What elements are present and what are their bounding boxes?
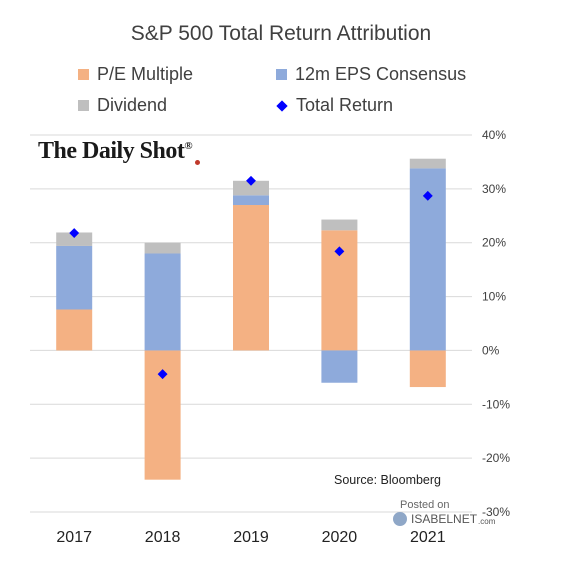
bar-p-e-multiple-2021 (409, 350, 446, 388)
bar-dividend-2019 (233, 180, 269, 196)
bar-dividend-2021 (409, 158, 446, 169)
bar-12m-eps-consensus-2017 (56, 245, 93, 310)
legend-item-total-return: Total Return (276, 95, 393, 116)
posted-on-label: Posted on (400, 499, 450, 511)
legend-item-dividend: Dividend (78, 95, 167, 116)
bar-12m-eps-consensus-2020 (321, 350, 358, 383)
daily-shot-logo: The Daily Shot® (38, 138, 193, 164)
y-tick-label: -10% (482, 397, 510, 411)
x-tick-label: 2020 (322, 529, 358, 546)
globe-icon (393, 512, 407, 526)
legend-label-total-return: Total Return (296, 95, 394, 115)
legend: P/E Multiple 12m EPS Consensus Dividend … (0, 60, 562, 124)
legend-swatch-eps (276, 69, 287, 80)
bar-p-e-multiple-2019 (233, 205, 269, 351)
legend-label-eps: 12m EPS Consensus (295, 64, 467, 84)
x-tick-label: 2021 (410, 529, 446, 546)
bar-dividend-2020 (321, 219, 358, 231)
source-note: Source: Bloomberg (334, 473, 442, 487)
y-tick-label: 0% (482, 343, 500, 357)
total-return-marker-2019 (246, 175, 256, 186)
bar-12m-eps-consensus-2018 (144, 253, 181, 351)
y-tick-label: 40% (482, 128, 506, 142)
bar-12m-eps-consensus-2019 (233, 195, 269, 206)
legend-swatch-dividend (78, 100, 89, 111)
total-return-marker-2017 (69, 228, 80, 238)
y-tick-label: 30% (482, 182, 506, 196)
bar-p-e-multiple-2017 (56, 309, 93, 351)
y-tick-label: -30% (482, 505, 510, 519)
y-tick-label: -20% (482, 451, 510, 465)
legend-item-pe-multiple: P/E Multiple (78, 64, 193, 85)
chart-title: S&P 500 Total Return Attribution (130, 22, 432, 45)
total-return-marker-2020 (334, 246, 345, 257)
total-return-marker-2021 (422, 190, 433, 201)
legend-label-dividend: Dividend (97, 95, 168, 115)
total-return-marker-2018 (157, 369, 168, 380)
x-tick-label: 2018 (145, 529, 181, 546)
x-tick-label: 2017 (56, 529, 92, 546)
legend-item-eps: 12m EPS Consensus (276, 64, 466, 85)
y-tick-label: 10% (482, 290, 506, 304)
bar-dividend-2017 (56, 232, 93, 246)
isabelnet-watermark: ISABELNET .com (393, 512, 495, 526)
x-tick-label: 2019 (233, 529, 269, 546)
legend-swatch-pe (78, 69, 89, 80)
bar-dividend-2018 (144, 242, 181, 254)
logo-dot (195, 160, 200, 165)
y-tick-label: 20% (482, 236, 506, 250)
legend-label-pe: P/E Multiple (97, 64, 194, 84)
